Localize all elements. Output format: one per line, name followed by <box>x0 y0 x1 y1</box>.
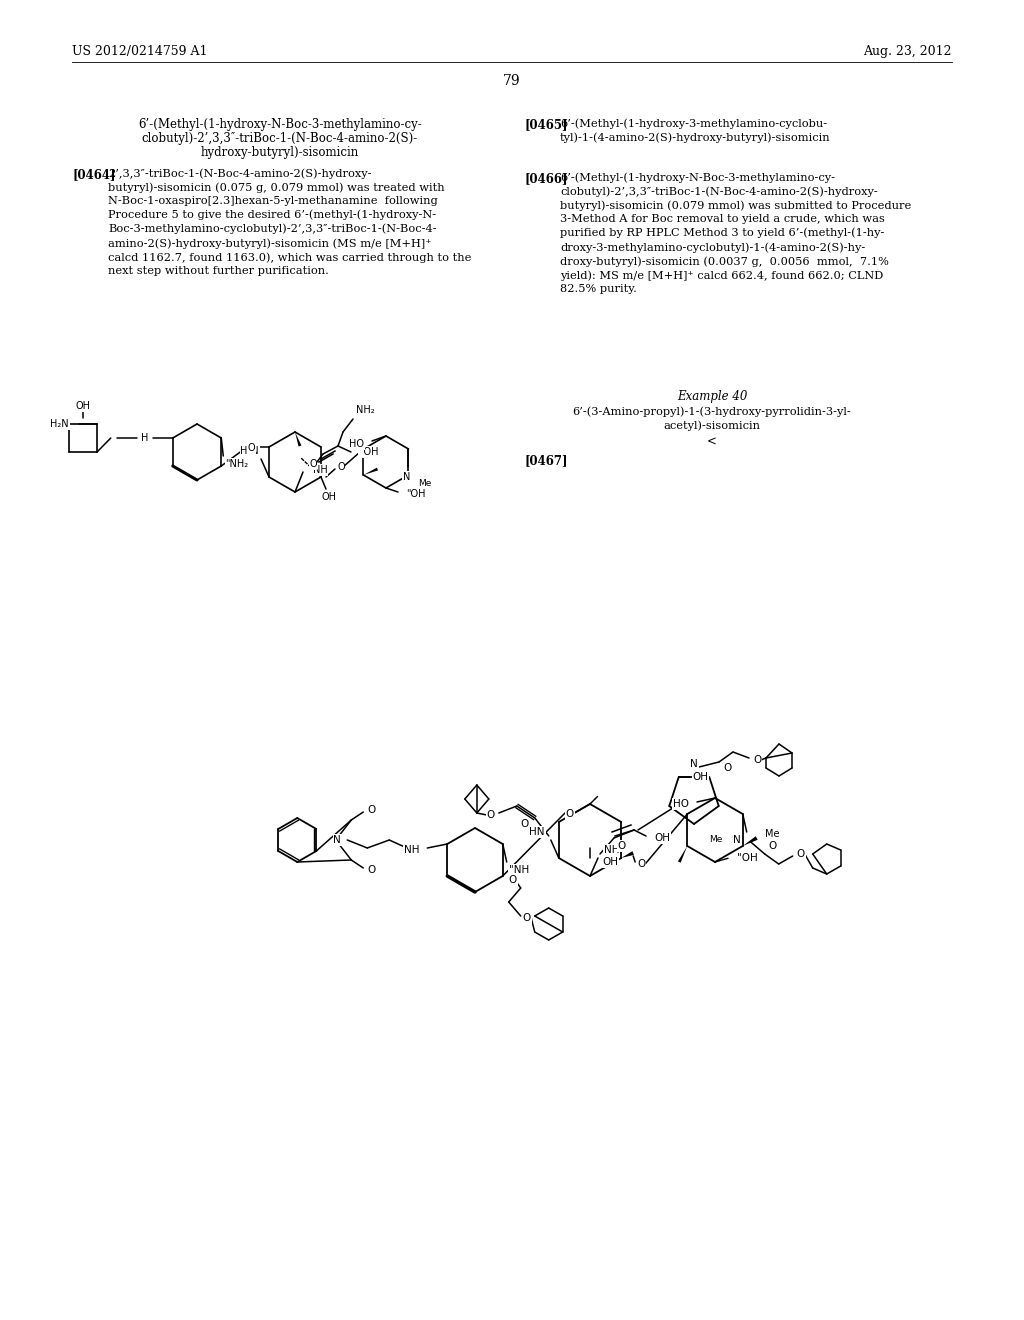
Text: HO: HO <box>673 799 689 809</box>
Text: 6’-(3-Amino-propyl)-1-(3-hydroxy-pyrrolidin-3-yl-: 6’-(3-Amino-propyl)-1-(3-hydroxy-pyrroli… <box>572 407 851 417</box>
Text: O: O <box>753 755 761 766</box>
Text: O: O <box>368 865 376 875</box>
Text: "NH: "NH <box>509 865 529 875</box>
Text: "OH: "OH <box>737 853 758 863</box>
Text: 6’-(Methyl-(1-hydroxy-N-Boc-3-methylamino-cy-
clobutyl)-2’,3,3″-triBoc-1-(N-Boc-: 6’-(Methyl-(1-hydroxy-N-Boc-3-methylamin… <box>560 172 911 294</box>
Text: NH: NH <box>403 845 419 855</box>
Text: Me: Me <box>765 829 779 840</box>
Text: OH: OH <box>654 833 670 843</box>
Text: NH: NH <box>313 465 328 475</box>
Text: 6’-(Methyl-(1-hydroxy-3-methylamino-cyclobu-
tyl)-1-(4-amino-2(S)-hydroxy-butyry: 6’-(Methyl-(1-hydroxy-3-methylamino-cycl… <box>560 117 830 143</box>
Text: O: O <box>797 849 805 859</box>
Text: HN: HN <box>529 828 545 837</box>
Text: acetyl)-sisomicin: acetyl)-sisomicin <box>664 420 761 430</box>
Polygon shape <box>742 837 758 846</box>
Text: O: O <box>637 859 645 869</box>
Text: H: H <box>141 433 148 444</box>
Text: H₂N: H₂N <box>50 418 69 429</box>
Text: Aug. 23, 2012: Aug. 23, 2012 <box>863 45 952 58</box>
Polygon shape <box>364 467 378 475</box>
Text: US 2012/0214759 A1: US 2012/0214759 A1 <box>72 45 208 58</box>
Text: O: O <box>337 462 345 473</box>
Text: O: O <box>522 913 530 923</box>
Text: [0464]: [0464] <box>72 168 116 181</box>
Text: [0467]: [0467] <box>524 454 567 467</box>
Text: H₂N: H₂N <box>241 446 259 455</box>
Text: O: O <box>486 810 495 820</box>
Polygon shape <box>295 432 301 446</box>
Text: O: O <box>509 875 517 884</box>
Text: HO: HO <box>349 440 364 449</box>
Polygon shape <box>678 846 687 863</box>
Text: O: O <box>769 841 777 851</box>
Text: 79: 79 <box>503 74 521 88</box>
Text: hydroxy-butyryl)-sisomicin: hydroxy-butyryl)-sisomicin <box>201 147 359 158</box>
Text: [0466]: [0466] <box>524 172 567 185</box>
Text: OH: OH <box>692 772 709 781</box>
Text: NH: NH <box>604 845 620 855</box>
Text: <: < <box>707 436 717 449</box>
Text: [0465]: [0465] <box>524 117 567 131</box>
Text: OH: OH <box>602 857 618 867</box>
Text: N: N <box>334 836 341 845</box>
Text: 2’,3,3″-triBoc-1-(N-Boc-4-amino-2(S)-hydroxy-
butyryl)-sisomicin (0.075 g, 0.079: 2’,3,3″-triBoc-1-(N-Boc-4-amino-2(S)-hyd… <box>108 168 471 276</box>
Text: "OH: "OH <box>359 447 379 457</box>
Text: clobutyl)-2’,3,3″-triBoc-1-(N-Boc-4-amino-2(S)-: clobutyl)-2’,3,3″-triBoc-1-(N-Boc-4-amin… <box>142 132 418 145</box>
Text: O: O <box>617 841 626 851</box>
Text: OH: OH <box>76 401 90 411</box>
Text: O: O <box>309 459 316 469</box>
Text: N: N <box>733 836 740 845</box>
Text: "OH: "OH <box>406 488 426 499</box>
Text: Me: Me <box>710 836 723 845</box>
Text: O: O <box>723 763 731 774</box>
Text: O: O <box>566 809 574 818</box>
Polygon shape <box>622 851 634 858</box>
Text: N: N <box>402 473 411 482</box>
Text: 6’-(Methyl-(1-hydroxy-N-Boc-3-methylamino-cy-: 6’-(Methyl-(1-hydroxy-N-Boc-3-methylamin… <box>138 117 422 131</box>
Text: NH₂: NH₂ <box>356 405 375 414</box>
Text: O: O <box>520 818 529 829</box>
Text: Example 40: Example 40 <box>677 389 748 403</box>
Text: "NH₂: "NH₂ <box>225 459 249 469</box>
Text: O: O <box>368 805 376 814</box>
Text: O: O <box>247 444 255 453</box>
Text: N: N <box>690 759 698 770</box>
Text: Me: Me <box>419 479 432 488</box>
Text: OH: OH <box>322 492 337 502</box>
